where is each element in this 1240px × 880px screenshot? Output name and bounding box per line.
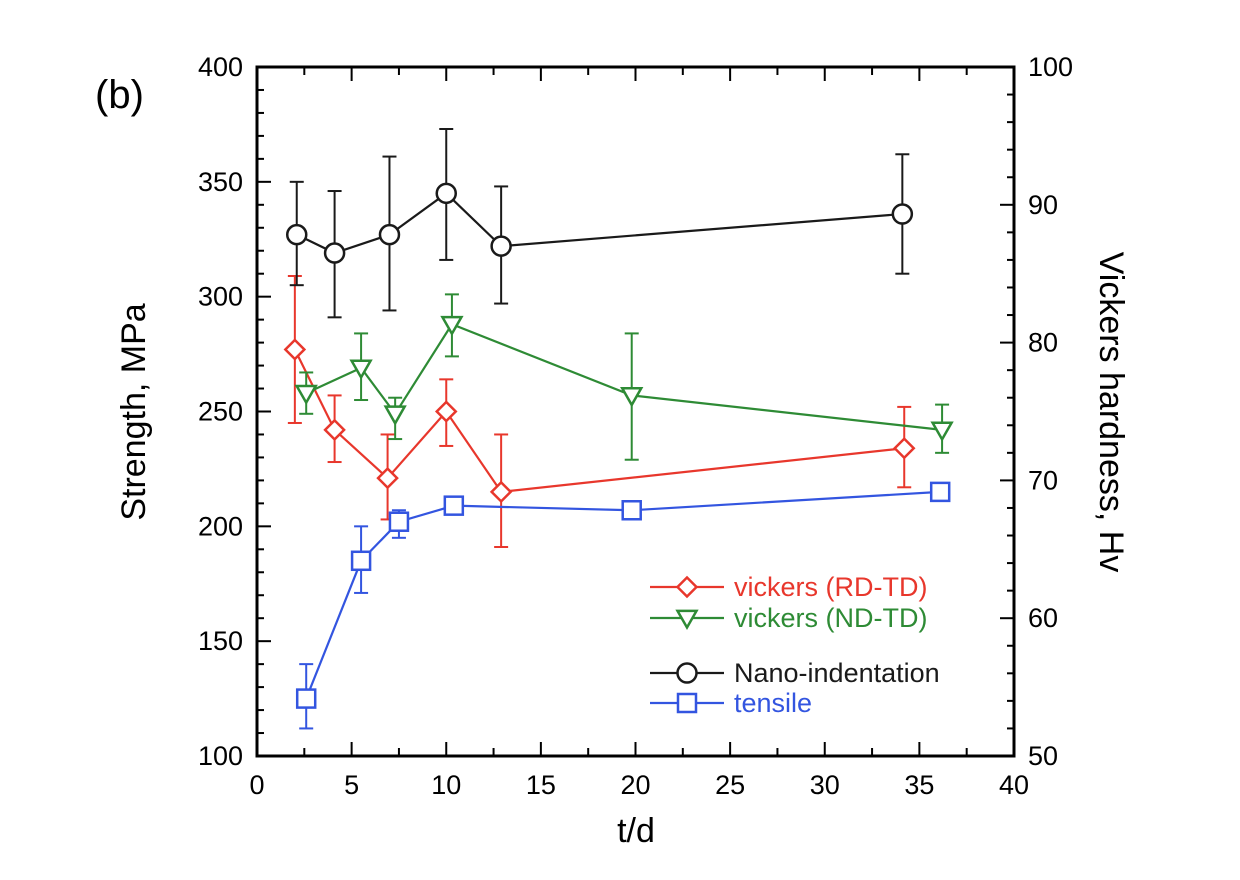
data-point (383, 405, 407, 426)
x-tick-label: 5 (344, 770, 359, 800)
series-line (305, 490, 941, 699)
data-point (489, 480, 513, 504)
x-axis-title: t/d (617, 812, 655, 850)
data-series (283, 128, 954, 730)
data-point (378, 223, 401, 246)
legend-label: vickers (ND-TD) (734, 603, 927, 633)
y-tick-label: 400 (198, 52, 243, 82)
legend-label: tensile (734, 688, 812, 718)
legend-marker (675, 609, 699, 631)
x-tick-label: 20 (620, 770, 650, 800)
legend: vickers (RD-TD)vickers (ND-TD) Nano-inden… (650, 572, 940, 718)
y-tick-label: 350 (198, 167, 243, 197)
series-vickers-rd-td (283, 274, 916, 549)
y-tick-label: 200 (198, 511, 243, 541)
x-tick-label: 35 (904, 770, 934, 800)
y-tick-label: 100 (198, 741, 243, 771)
y-tick-label: 250 (198, 397, 243, 427)
axes: 0 5 10 15 20 25 30 35 40 100 150 200 250 300 350 400 50 6… (198, 52, 1073, 800)
x-tick-label: 0 (249, 770, 264, 800)
data-point (930, 421, 954, 442)
series-line (293, 349, 905, 494)
x-tick-label: 25 (715, 770, 745, 800)
x-tick-label: 10 (431, 770, 461, 800)
x-tick-label: 15 (526, 770, 556, 800)
data-point (440, 315, 464, 337)
data-point (929, 481, 951, 503)
y-right-tick-label: 90 (1028, 190, 1058, 220)
data-point (388, 511, 410, 532)
data-point (350, 550, 372, 572)
data-point (621, 500, 642, 521)
y-right-tick-label: 50 (1028, 741, 1058, 771)
legend-marker (676, 662, 698, 684)
data-point (323, 242, 346, 264)
y-axis-title: Strength, MPa (115, 303, 153, 520)
plot-frame (255, 65, 1016, 758)
data-point (435, 182, 457, 205)
data-point (376, 466, 399, 490)
y-right-tick-label: 60 (1028, 603, 1058, 633)
series-tensile (295, 481, 951, 730)
x-tick-label: 40 (999, 770, 1029, 800)
y-right-tick-label: 80 (1028, 328, 1058, 358)
series-vickers-nd-td (294, 293, 954, 461)
series-nano-indentation (285, 128, 914, 319)
data-point (285, 223, 308, 246)
data-point (443, 495, 465, 516)
data-point (349, 359, 373, 380)
y-right-tick-label: 100 (1028, 52, 1073, 82)
x-tick-label: 30 (810, 770, 840, 800)
data-point (892, 436, 916, 460)
data-point (891, 203, 914, 225)
y-right-axis-title: Vickers hardness, Hv (1092, 252, 1130, 573)
y-tick-label: 150 (198, 626, 243, 656)
y-right-tick-label: 70 (1028, 465, 1058, 495)
data-point (283, 338, 307, 361)
data-point (620, 387, 644, 408)
y-tick-label: 300 (198, 282, 243, 312)
panel-label: (b) (95, 73, 144, 117)
legend-marker (675, 575, 699, 599)
data-point (323, 418, 346, 442)
series-line (305, 322, 943, 431)
data-point (434, 400, 458, 423)
data-point (490, 235, 512, 257)
legend-label: Nano-indentation (734, 658, 940, 688)
data-point (295, 688, 317, 709)
legend-marker (676, 692, 698, 714)
data-point (294, 384, 318, 406)
legend-label: vickers (RD-TD) (734, 572, 927, 602)
